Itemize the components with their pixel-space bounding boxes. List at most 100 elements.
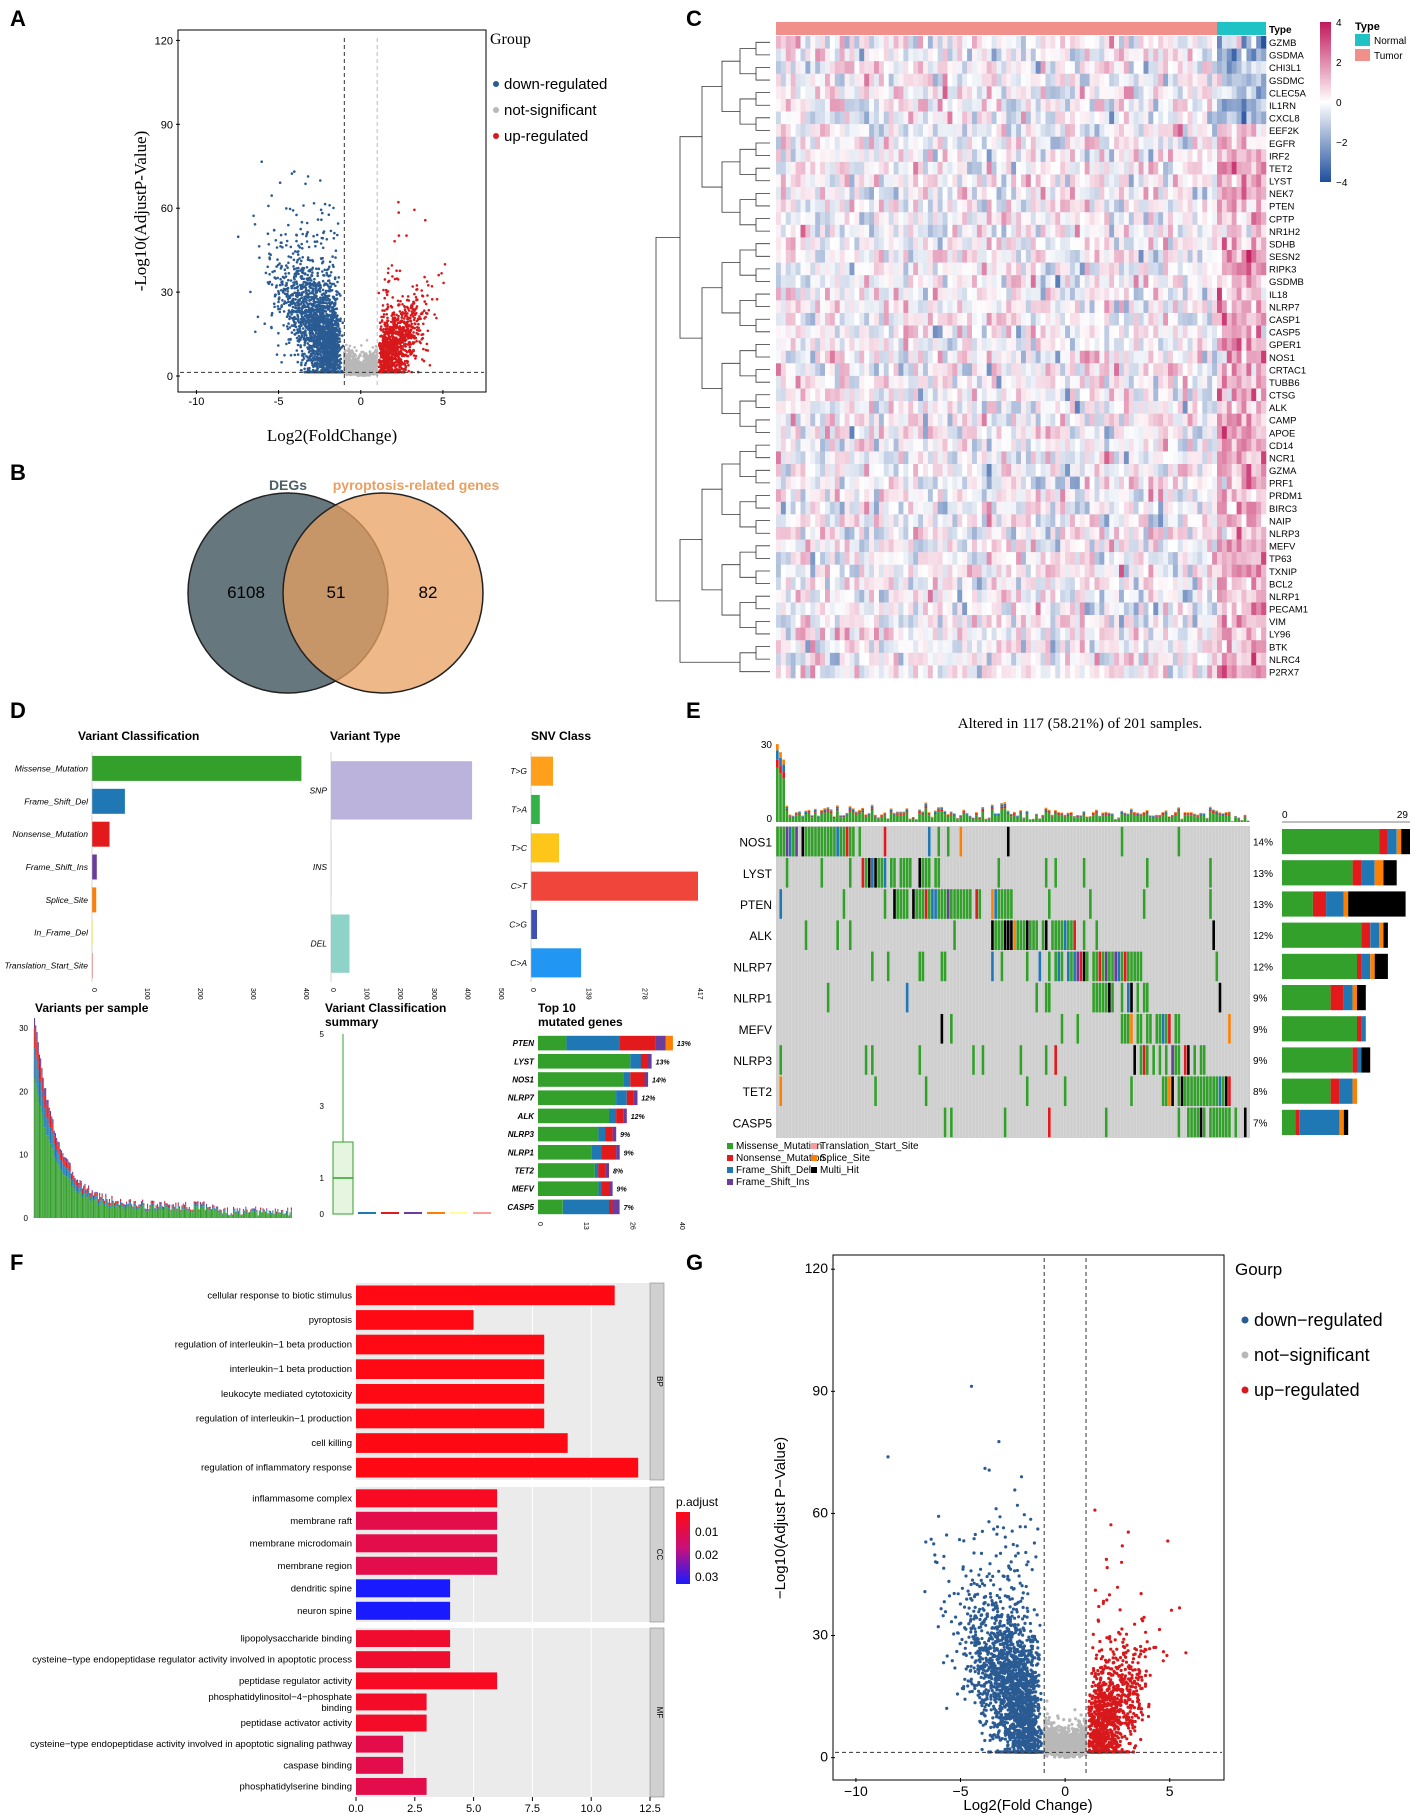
panel-label-d: D	[10, 698, 26, 723]
heatmap-cell	[1109, 111, 1115, 125]
volcano-point	[321, 310, 324, 313]
heatmap-cell	[1153, 48, 1159, 62]
heatmap-cell	[869, 36, 875, 49]
volcano-point	[331, 295, 335, 299]
heatmap-cell	[825, 86, 831, 100]
dendrogram-branch	[721, 262, 740, 314]
volcano-point	[397, 200, 400, 204]
heatmap-cell	[815, 86, 821, 100]
volcano-point	[313, 321, 317, 324]
heatmap-cell	[1158, 86, 1164, 100]
volcano-point	[386, 361, 390, 364]
heatmap-cell	[1192, 61, 1198, 75]
heatmap-cell	[1172, 61, 1179, 75]
volcano-point	[323, 370, 327, 374]
heatmap-cell	[937, 111, 943, 125]
volcano-point	[303, 305, 307, 309]
volcano-point	[316, 274, 320, 278]
volcano-point	[405, 354, 409, 358]
volcano-point	[331, 263, 335, 267]
volcano-point	[395, 359, 399, 363]
volcano-point	[413, 292, 416, 296]
heatmap-cell	[1084, 61, 1090, 75]
volcano-point	[400, 354, 404, 358]
heatmap-cell	[849, 61, 855, 75]
heatmap-cell	[1084, 36, 1090, 49]
dendrogram-branch	[739, 299, 756, 326]
volcano-point	[383, 350, 387, 354]
volcano-point	[401, 295, 404, 298]
volcano-point	[280, 281, 283, 284]
heatmap-cell	[923, 48, 929, 62]
volcano-point	[426, 294, 429, 297]
heatmap-cell	[1202, 36, 1208, 49]
heatmap-cell	[1226, 61, 1232, 75]
panel-label-a: A	[10, 6, 26, 31]
heatmap-cell	[810, 86, 816, 100]
heatmap-cell	[932, 48, 938, 62]
volcano-point	[304, 329, 307, 332]
volcano-point	[314, 291, 318, 295]
heatmap-cell	[972, 111, 978, 125]
heatmap-cell	[1133, 98, 1139, 112]
heatmap-cell	[874, 36, 880, 49]
heatmap-cell	[883, 111, 889, 125]
volcano-point	[279, 277, 282, 281]
volcano-point	[303, 370, 306, 374]
volcano-point	[278, 262, 281, 265]
volcano-point	[416, 288, 419, 291]
heatmap-cell	[1172, 86, 1179, 100]
volcano-point	[381, 304, 385, 307]
volcano-point	[400, 345, 404, 348]
volcano-point	[277, 300, 280, 304]
volcano-point	[272, 302, 276, 306]
heatmap-cell	[864, 36, 870, 49]
volcano-point	[408, 350, 411, 353]
heatmap-cell	[1261, 86, 1267, 100]
volcano-point	[281, 275, 285, 279]
volcano-point	[362, 367, 365, 371]
volcano-point	[325, 268, 329, 272]
heatmap-cell	[1217, 61, 1223, 75]
heatmap-cell	[1246, 73, 1252, 87]
heatmap-dendrogram	[655, 41, 770, 673]
volcano-point	[402, 326, 406, 329]
heatmap-cell	[869, 111, 875, 125]
heatmap-cell	[1168, 36, 1174, 49]
heatmap-cell	[962, 36, 968, 49]
volcano-point	[390, 351, 394, 355]
volcano-point	[327, 279, 331, 282]
volcano-point	[305, 283, 309, 286]
dendrogram-branch	[755, 318, 770, 333]
volcano-point	[297, 244, 300, 247]
volcano-point	[334, 256, 337, 259]
volcano-point	[304, 361, 308, 365]
volcano-point	[303, 343, 306, 347]
volcano-point	[281, 289, 285, 293]
volcano-point	[379, 325, 383, 328]
volcano-point	[270, 311, 274, 315]
volcano-point	[314, 332, 318, 335]
heatmap-cell	[780, 98, 787, 112]
heatmap-cell	[1217, 48, 1223, 62]
heatmap-cell	[1261, 36, 1267, 49]
dendrogram-branch	[701, 287, 722, 389]
heatmap-cell	[1251, 61, 1257, 75]
volcano-point	[329, 317, 332, 321]
heatmap-cell	[829, 48, 836, 62]
volcano-point	[428, 364, 432, 367]
volcano-point	[406, 295, 410, 298]
heatmap-cell	[1226, 36, 1232, 49]
volcano-point	[277, 307, 280, 311]
heatmap-cell	[834, 98, 840, 112]
volcano-point	[302, 266, 306, 270]
volcano-point	[340, 345, 344, 349]
volcano-point	[312, 280, 316, 284]
volcano-point	[311, 260, 315, 263]
volcano-point	[322, 230, 326, 233]
heatmap-cell	[869, 61, 875, 75]
heatmap-cell	[1035, 36, 1041, 49]
volcano-point	[383, 278, 387, 281]
heatmap-cell	[1050, 86, 1056, 100]
heatmap-cell	[810, 36, 816, 49]
